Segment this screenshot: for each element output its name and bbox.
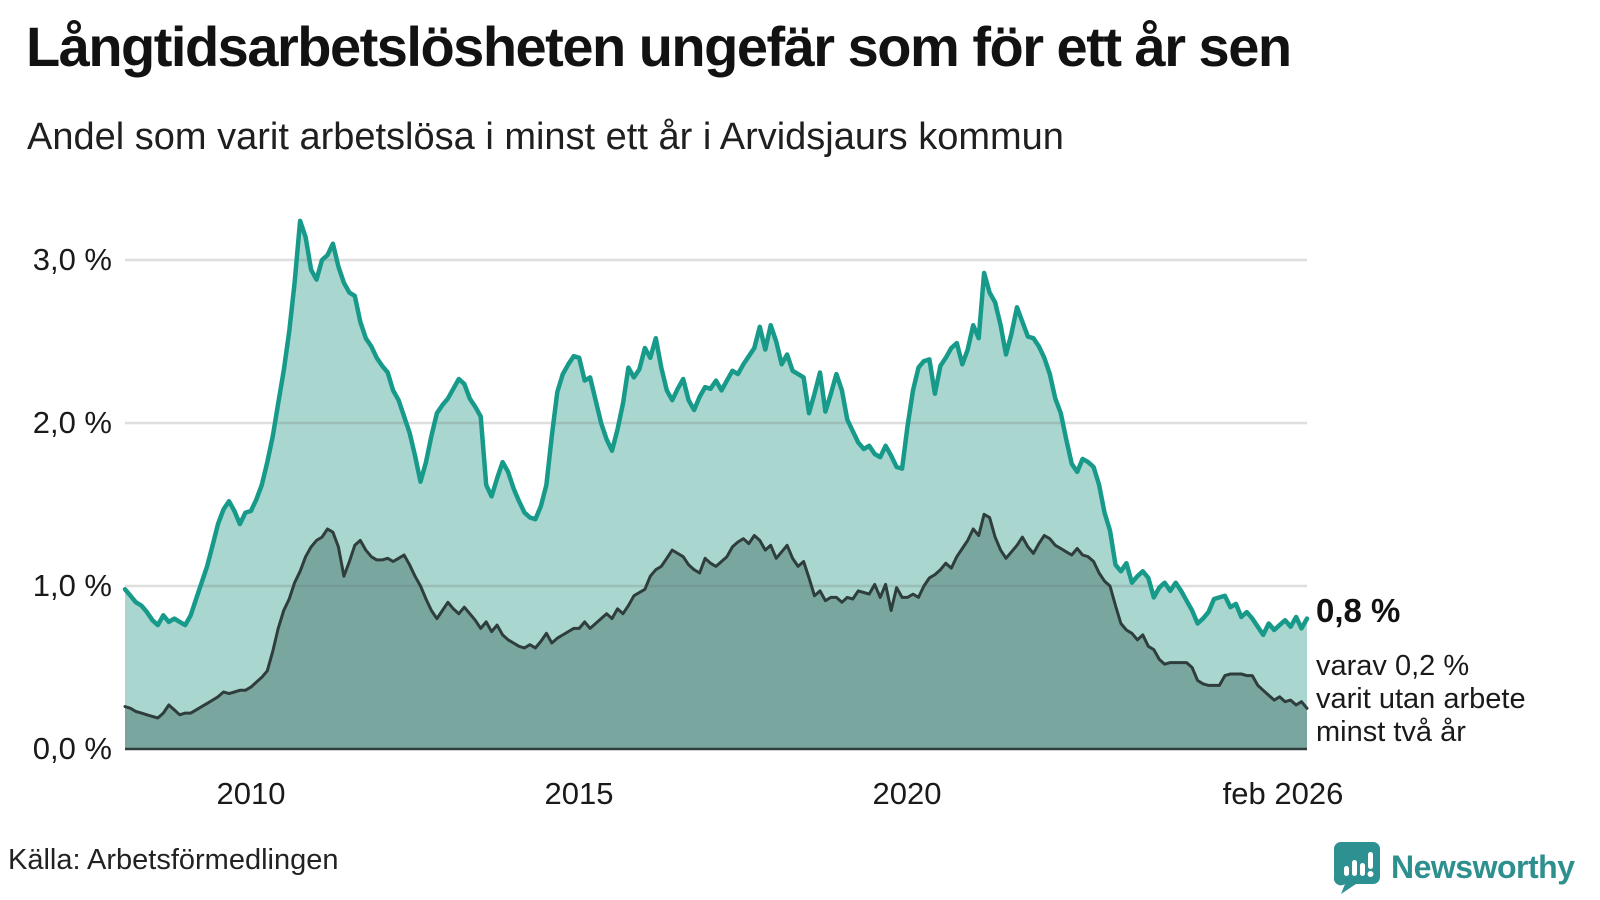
exclamation-bar xyxy=(1368,852,1373,869)
x-axis-label-2015: 2015 xyxy=(544,776,614,811)
y-axis-label-2: 2,0 % xyxy=(32,405,112,440)
detail-line-2: varit utan arbete xyxy=(1316,683,1526,715)
latest-value-label: 0,8 % xyxy=(1316,592,1401,629)
exclamation-dot xyxy=(1367,871,1374,877)
x-axis-label-feb2026: feb 2026 xyxy=(1222,776,1344,811)
newsworthy-icon xyxy=(1333,842,1380,894)
x-axis-label-2010: 2010 xyxy=(216,776,286,811)
area-two-years xyxy=(125,514,1307,749)
bar-2 xyxy=(1352,860,1357,876)
bar-3 xyxy=(1360,863,1365,876)
brand-logo: Newsworthy xyxy=(1332,840,1575,894)
detail-line-3: minst två år xyxy=(1316,716,1466,748)
source-note: Källa: Arbetsförmedlingen xyxy=(8,844,339,876)
y-axis-label-0: 0,0 % xyxy=(32,731,112,766)
line-two-years xyxy=(123,512,1309,720)
brand-name: Newsworthy xyxy=(1391,848,1575,885)
bar-1 xyxy=(1344,866,1349,876)
x-axis-label-2020: 2020 xyxy=(872,776,942,811)
detail-line-1: varav 0,2 % xyxy=(1316,650,1470,682)
page-subtitle: Andel som varit arbetslösa i minst ett å… xyxy=(27,116,1064,158)
y-axis-label-1: 1,0 % xyxy=(32,568,112,603)
page-title: Långtidsarbetslösheten ungefär som för e… xyxy=(26,15,1292,78)
latest-value-detail: varav 0,2 % varit utan arbete minst två … xyxy=(1316,650,1526,749)
y-axis-label-3: 3,0 % xyxy=(32,242,112,277)
line-total xyxy=(122,218,1310,638)
